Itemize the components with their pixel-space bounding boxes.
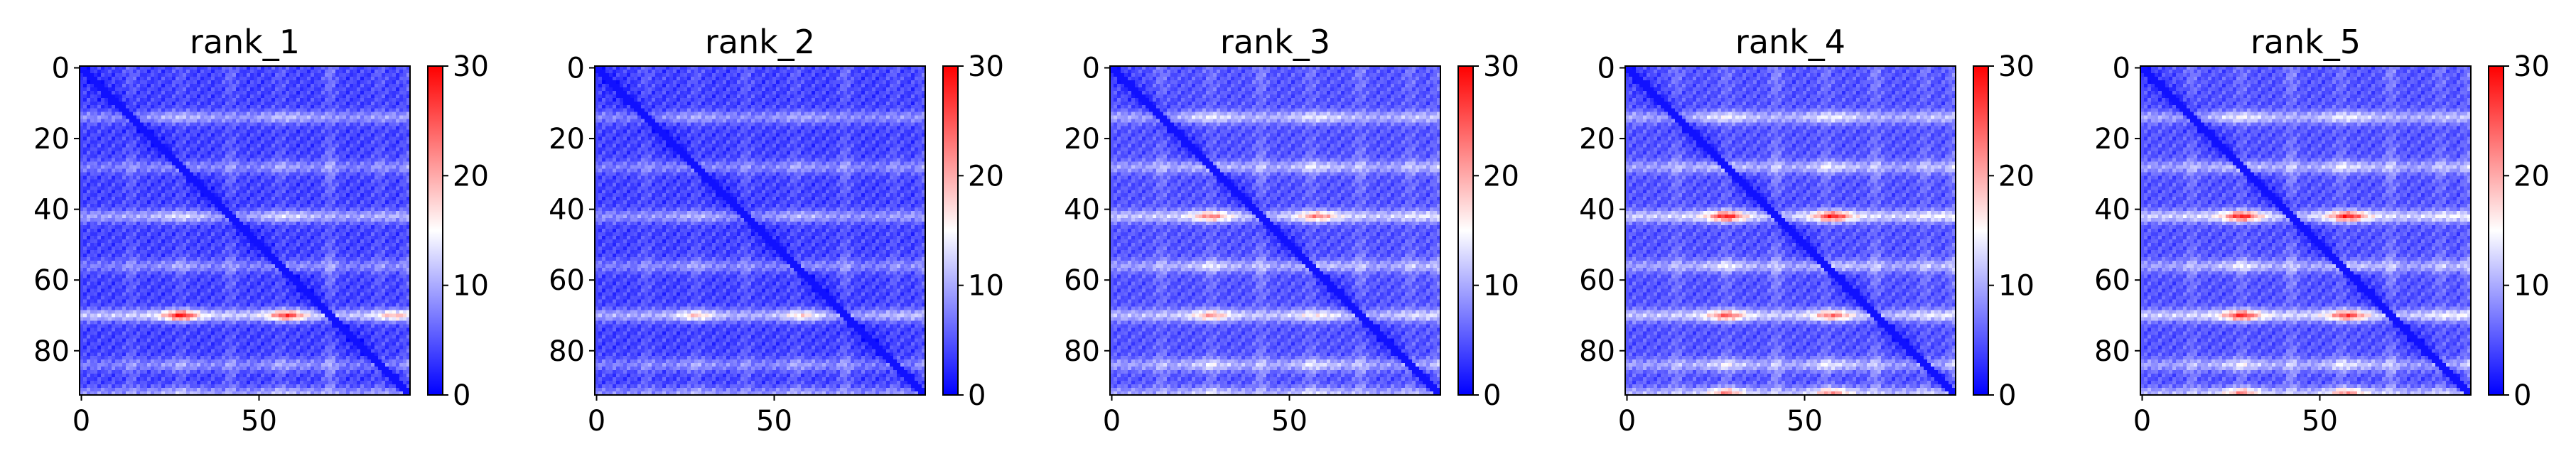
colorbar: [1973, 66, 1988, 395]
colorbar: [2489, 66, 2504, 395]
x-tick-label: 0: [588, 405, 605, 438]
heatmap-cells: [80, 66, 411, 396]
x-tick-label: 50: [1271, 405, 1308, 438]
heatmap-cells: [2140, 66, 2472, 396]
colorbar: [428, 66, 443, 395]
y-tick-label: 40: [1579, 194, 1615, 227]
colorbar-tick-label: 0: [453, 379, 470, 412]
chart-title: rank_5: [2251, 23, 2361, 61]
y-tick-label: 40: [2094, 194, 2130, 227]
heatmap-panel: rank_1 0 20 40 60 80 0 50 0 10 20 30: [33, 23, 489, 438]
colorbar-tick-label: 10: [1998, 270, 2035, 303]
y-tick-label: 0: [567, 52, 585, 85]
x-tick-label: 0: [72, 405, 90, 438]
y-tick-label: 20: [2094, 123, 2130, 156]
colorbar-tick-label: 20: [968, 160, 1004, 193]
y-tick-label: 20: [33, 123, 70, 156]
y-tick-label: 60: [549, 264, 585, 297]
y-tick-label: 0: [52, 52, 70, 85]
colorbar-tick-label: 30: [453, 50, 489, 83]
y-tick-label: 0: [1082, 52, 1100, 85]
chart-title: rank_1: [190, 23, 300, 61]
colorbar-tick-label: 0: [2513, 379, 2531, 412]
colorbar-tick-label: 30: [968, 50, 1004, 83]
y-tick-label: 40: [1064, 194, 1100, 227]
x-tick-label: 50: [241, 405, 277, 438]
x-tick-label: 50: [1787, 405, 1823, 438]
colorbar-tick-label: 20: [2513, 160, 2550, 193]
y-tick-label: 80: [549, 335, 585, 368]
colorbar-tick-label: 0: [1483, 379, 1501, 412]
x-tick-label: 50: [756, 405, 792, 438]
colorbar-tick-label: 10: [968, 270, 1004, 303]
heatmap-panel: rank_2 0 20 40 60 80 0 50 0 10 20 30: [549, 23, 1004, 438]
y-tick-label: 80: [2094, 335, 2130, 368]
y-tick-label: 40: [549, 194, 585, 227]
y-tick-label: 60: [2094, 264, 2130, 297]
heatmap-panel: rank_3 0 20 40 60 80 0 50 0 10 20 30: [1064, 23, 1519, 438]
y-tick-label: 0: [2113, 52, 2130, 85]
colorbar-tick-label: 30: [1998, 50, 2035, 83]
y-tick-label: 80: [33, 335, 70, 368]
colorbar-tick-label: 0: [1998, 379, 2016, 412]
colorbar-tick-label: 20: [1483, 160, 1519, 193]
x-tick-label: 0: [1618, 405, 1636, 438]
y-tick-label: 20: [1579, 123, 1615, 156]
chart-title: rank_4: [1735, 23, 1845, 61]
heatmap-panel: rank_4 0 20 40 60 80 0 50 0 10 20 30: [1579, 23, 2035, 438]
colorbar-tick-label: 20: [453, 160, 489, 193]
colorbar-tick-label: 30: [1483, 50, 1519, 83]
colorbar-tick-label: 30: [2513, 50, 2550, 83]
heatmap-cells: [595, 66, 926, 396]
y-tick-label: 80: [1579, 335, 1615, 368]
y-tick-label: 40: [33, 194, 70, 227]
y-tick-label: 60: [1064, 264, 1100, 297]
colorbar-tick-label: 10: [2513, 270, 2550, 303]
x-tick-label: 50: [2302, 405, 2338, 438]
heatmap-cells: [1625, 66, 1956, 396]
x-tick-label: 0: [1103, 405, 1121, 438]
heatmap-cells: [1110, 66, 1441, 396]
colorbar-tick-label: 20: [1998, 160, 2035, 193]
colorbar: [1458, 66, 1473, 395]
chart-title: rank_2: [705, 23, 815, 61]
colorbar: [943, 66, 958, 395]
y-tick-label: 80: [1064, 335, 1100, 368]
colorbar-tick-label: 10: [453, 270, 489, 303]
y-tick-label: 60: [1579, 264, 1615, 297]
x-tick-label: 0: [2133, 405, 2151, 438]
y-tick-label: 20: [549, 123, 585, 156]
colorbar-tick-label: 0: [968, 379, 986, 412]
y-tick-label: 20: [1064, 123, 1100, 156]
heatmap-panel: rank_5 0 20 40 60 80 0 50 0 10 20 30: [2094, 23, 2550, 438]
chart-title: rank_3: [1220, 23, 1330, 61]
y-tick-label: 60: [33, 264, 70, 297]
y-tick-label: 0: [1597, 52, 1615, 85]
colorbar-tick-label: 10: [1483, 270, 1519, 303]
